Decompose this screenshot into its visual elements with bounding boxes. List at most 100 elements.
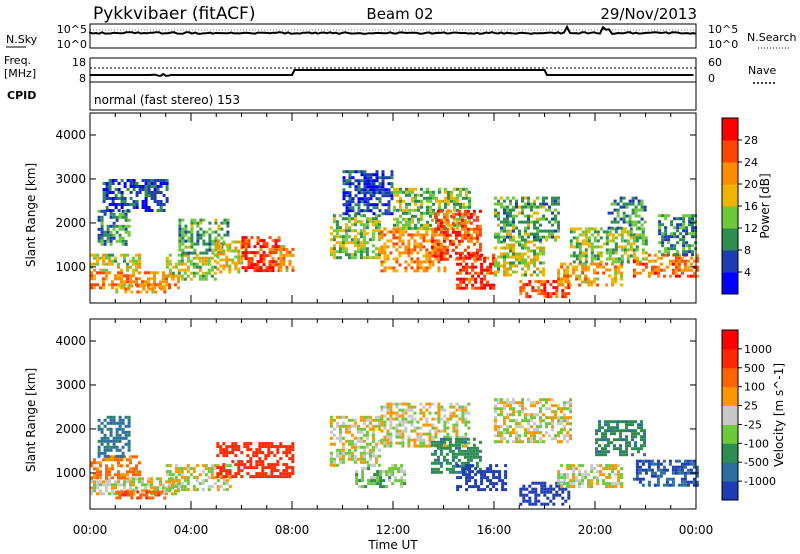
heatmap-cell <box>410 417 414 421</box>
heatmap-cell <box>386 239 390 243</box>
heatmap-cell <box>159 179 163 182</box>
heatmap-cell <box>509 419 512 423</box>
heatmap-cell <box>509 223 512 227</box>
heatmap-cell <box>433 470 437 474</box>
heatmap-cell <box>252 454 256 458</box>
heatmap-cell <box>335 229 339 233</box>
heatmap-cell <box>543 484 547 488</box>
heatmap-cell <box>96 283 99 287</box>
heatmap-cell <box>356 220 360 224</box>
heatmap-cell <box>147 283 150 287</box>
heatmap-cell <box>199 221 203 225</box>
heatmap-cell <box>509 404 512 408</box>
heatmap-cell <box>664 235 668 239</box>
heatmap-cell <box>114 188 118 191</box>
heatmap-cell <box>100 427 104 431</box>
heatmap-cell <box>225 454 229 458</box>
heatmap-cell <box>222 469 226 473</box>
heatmap-cell <box>121 227 125 231</box>
heatmap-cell <box>216 240 220 244</box>
heatmap-cell <box>422 414 426 418</box>
heatmap-cell <box>165 256 169 260</box>
heatmap-cell <box>512 431 515 435</box>
heatmap-cell <box>112 236 116 240</box>
heatmap-cell <box>377 448 381 452</box>
heatmap-cell <box>453 202 456 206</box>
heatmap-cell <box>413 441 417 445</box>
heatmap-cell <box>632 268 636 272</box>
heatmap-cell <box>398 251 402 255</box>
heatmap-cell <box>394 476 398 480</box>
heatmap-cell <box>369 203 373 207</box>
heatmap-cell <box>453 196 456 200</box>
heatmap-cell <box>628 220 632 224</box>
heatmap-cell <box>180 485 184 489</box>
heatmap-cell <box>102 191 106 194</box>
heatmap-cell <box>676 253 680 257</box>
heatmap-cell <box>436 251 440 255</box>
heatmap-cell <box>362 445 366 449</box>
heatmap-cell <box>537 280 541 284</box>
heatmap-cell <box>271 257 275 261</box>
heatmap-cell <box>515 425 518 429</box>
heatmap-cell <box>598 429 601 433</box>
heatmap-cell <box>193 248 197 252</box>
heatmap-cell <box>249 463 253 467</box>
heatmap-cell <box>522 496 526 500</box>
heatmap-cell <box>217 248 221 252</box>
heatmap-cell <box>112 221 116 225</box>
heatmap-cell <box>659 462 663 466</box>
heatmap-cell <box>468 253 472 257</box>
heatmap-cell <box>414 214 417 218</box>
heatmap-cell <box>431 402 435 406</box>
heatmap-cell <box>454 446 458 450</box>
heatmap-cell <box>459 223 462 227</box>
heatmap-cell <box>97 454 101 458</box>
heatmap-cell <box>539 437 542 441</box>
heatmap-cell <box>480 265 484 269</box>
heatmap-cell <box>643 208 647 212</box>
heatmap-cell <box>398 429 402 433</box>
heatmap-cell <box>542 205 545 209</box>
heatmap-cell <box>378 188 382 192</box>
heatmap-cell <box>504 464 508 468</box>
heatmap-cell <box>329 463 333 467</box>
heatmap-cell <box>436 467 440 471</box>
heatmap-cell <box>456 286 460 290</box>
heatmap-cell <box>643 429 646 433</box>
heatmap-cell <box>408 223 411 227</box>
heatmap-cell <box>524 419 527 423</box>
heatmap-cell <box>240 261 244 265</box>
heatmap-cell <box>643 438 646 442</box>
heatmap-cell <box>478 224 482 228</box>
heatmap-cell <box>237 460 241 464</box>
heatmap-cell <box>590 251 594 255</box>
heatmap-cell <box>252 475 256 479</box>
heatmap-cell <box>506 211 509 215</box>
heatmap-cell <box>495 470 499 474</box>
heatmap-cell <box>100 209 104 213</box>
heatmap-cell <box>598 438 601 442</box>
heatmap-cell <box>335 226 339 230</box>
heatmap-cell <box>610 429 613 433</box>
heatmap-cell <box>564 292 568 296</box>
heatmap-cell <box>180 274 184 278</box>
heatmap-cell <box>244 245 248 249</box>
heatmap-cell <box>572 227 576 231</box>
heatmap-cell <box>682 235 686 239</box>
heatmap-cell <box>480 268 484 272</box>
heatmap-cell <box>650 462 654 466</box>
heatmap-cell <box>129 179 133 182</box>
heatmap-cell <box>384 203 388 207</box>
heatmap-cell <box>608 268 612 272</box>
heatmap-cell <box>402 226 405 230</box>
heatmap-cell <box>341 442 345 446</box>
heatmap-cell <box>569 485 573 489</box>
heatmap-cell <box>528 283 532 287</box>
heatmap-cell <box>341 235 345 239</box>
x-tick-label: 08:00 <box>275 523 310 537</box>
heatmap-cell <box>637 220 641 224</box>
heatmap-cell <box>530 416 533 420</box>
heatmap-cell <box>228 451 232 455</box>
heatmap-cell <box>109 224 113 228</box>
